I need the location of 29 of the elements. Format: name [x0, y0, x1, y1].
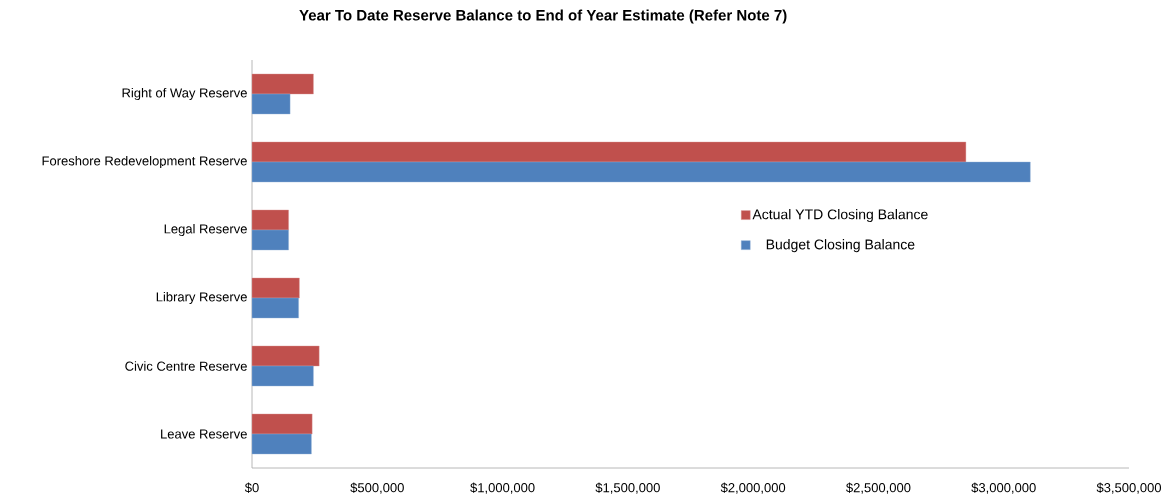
- bar: [251, 161, 1031, 183]
- x-tick-label: $2,500,000: [846, 482, 911, 494]
- bar: [251, 93, 291, 115]
- y-tick-label: Civic Centre Reserve: [125, 361, 247, 371]
- bar: [251, 345, 320, 367]
- chart-title: Year To Date Reserve Balance to End of Year Estimate (Refer Note 7): [299, 9, 787, 24]
- y-tick-label: Right of Way Reserve: [122, 87, 247, 101]
- legend-label: Actual YTD Closing Balance: [752, 209, 928, 223]
- bar: [251, 365, 314, 387]
- y-tick-label: Foreshore Redevelopment Reserve: [42, 155, 247, 169]
- bar: [251, 413, 313, 435]
- x-tick-label: $1,000,000: [470, 482, 535, 494]
- x-tick-label: $2,000,000: [720, 482, 786, 494]
- legend-label: Budget Closing Balance: [766, 239, 915, 253]
- x-tick-label: $3,500,000: [1096, 482, 1162, 494]
- bar: [251, 297, 299, 319]
- y-tick-label: Library Reserve: [156, 291, 247, 305]
- x-tick-label: $0: [244, 482, 259, 494]
- bar: [251, 277, 300, 299]
- x-tick-label: $3,000,000: [971, 482, 1036, 494]
- y-tick-label: Legal Reserve: [164, 223, 247, 237]
- bar: [251, 209, 289, 231]
- x-tick-label: $1,500,000: [595, 482, 660, 494]
- bar: [251, 73, 314, 95]
- bar: [251, 433, 312, 455]
- bar: [251, 141, 967, 163]
- y-tick-label: Leave Reserve: [161, 429, 247, 439]
- x-tick-label: $500,000: [350, 482, 404, 494]
- bar: [251, 229, 289, 251]
